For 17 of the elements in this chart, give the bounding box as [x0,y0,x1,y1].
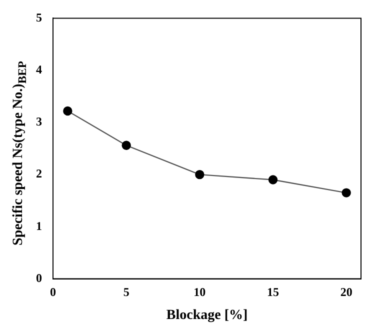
x-tick-label: 20 [340,285,352,300]
x-axis-title: Blockage [%] [166,308,248,324]
y-tick-label: 0 [36,270,42,285]
y-tick-label: 4 [36,62,42,76]
x-tick-label: 10 [194,285,206,300]
x-tick-label: 0 [50,285,56,300]
point [342,188,351,198]
y-tick-label: 5 [36,10,42,24]
point [268,175,278,184]
y-tick-label: 3 [36,114,42,129]
point [195,170,204,180]
y-tick-label: 2 [36,166,42,181]
point [63,106,72,116]
x-tick-label: 15 [267,285,279,300]
y-tick-label: 1 [36,218,42,233]
point [122,140,131,150]
x-tick-label: 5 [123,285,130,300]
